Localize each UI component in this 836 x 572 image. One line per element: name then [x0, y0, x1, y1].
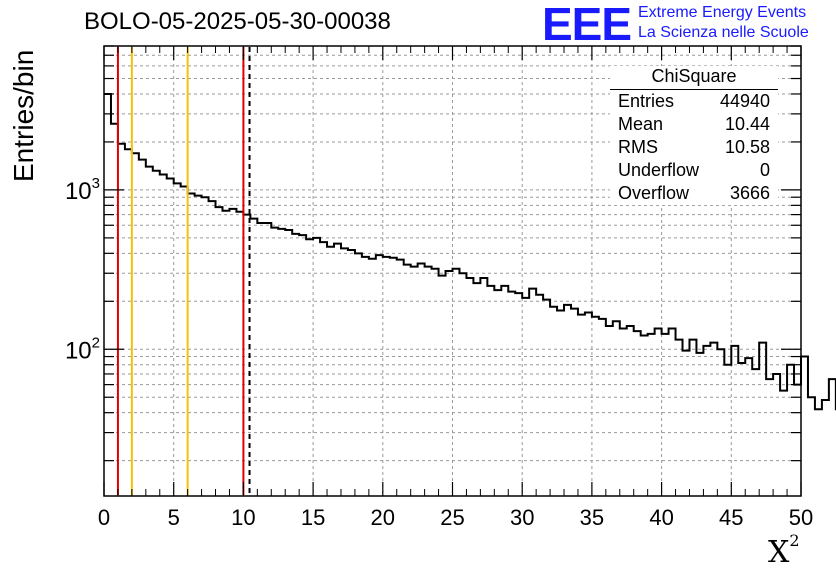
x-tick-label: 25 [440, 505, 464, 530]
stats-value: 0 [759, 160, 770, 180]
y-tick-base: 10 [65, 337, 92, 364]
logo-line-2: La Scienza nelle Scuole [638, 24, 809, 41]
y-tick-exponent: 3 [92, 175, 100, 192]
stats-label: Mean [618, 114, 664, 134]
stats-label: Overflow [618, 183, 690, 203]
stats-title: ChiSquare [610, 66, 778, 90]
x-tick-label: 40 [649, 505, 673, 530]
eee-logo-mark: EEE [542, 0, 632, 50]
x-axis-label: X2 [768, 531, 800, 570]
stats-box: ChiSquare Entries 44940 Mean 10.44 RMS 10.58 U… [610, 66, 778, 205]
stats-row: Mean 10.44 [610, 113, 778, 136]
x-tick-label: 45 [719, 505, 743, 530]
x-tick-label: 20 [371, 505, 395, 530]
x-axis-ticks: 0 5 10 15 20 25 30 35 40 45 50 [98, 46, 813, 530]
marker-lines [116, 47, 251, 495]
x-axis-label-base: X [768, 535, 790, 570]
stats-label: RMS [618, 137, 658, 157]
histogram-bins [104, 92, 836, 411]
x-tick-label: 50 [789, 505, 813, 530]
chart-title: BOLO-05-2025-05-30-00038 [84, 8, 391, 35]
logo-line-1: Extreme Energy Events [638, 4, 807, 21]
stats-label: Entries [618, 91, 675, 111]
x-tick-label: 5 [168, 505, 180, 530]
histogram-step-line [104, 92, 836, 411]
grid [104, 45, 801, 496]
stats-row: Entries 44940 [610, 90, 778, 113]
y-tick-label: 103 [65, 175, 100, 205]
x-tick-label: 15 [301, 505, 325, 530]
stats-row: Overflow 3666 [610, 182, 778, 205]
stats-value: 3666 [729, 183, 770, 203]
y-tick-exponent: 2 [92, 334, 100, 351]
x-tick-label: 0 [98, 505, 110, 530]
x-tick-label: 35 [580, 505, 604, 530]
stats-value: 10.44 [724, 114, 770, 134]
x-tick-label: 30 [510, 505, 534, 530]
stats-row: Underflow 0 [610, 159, 778, 182]
stats-value: 44940 [719, 91, 770, 111]
y-tick-base: 10 [65, 178, 92, 205]
stats-label: Underflow [618, 160, 700, 180]
y-axis-label: Entries/bin [8, 49, 39, 182]
stats-value: 10.58 [724, 137, 770, 157]
x-tick-label: 10 [231, 505, 255, 530]
x-axis-label-superscript: 2 [789, 531, 800, 550]
y-tick-label: 102 [65, 334, 100, 364]
stats-row: RMS 10.58 [610, 136, 778, 159]
